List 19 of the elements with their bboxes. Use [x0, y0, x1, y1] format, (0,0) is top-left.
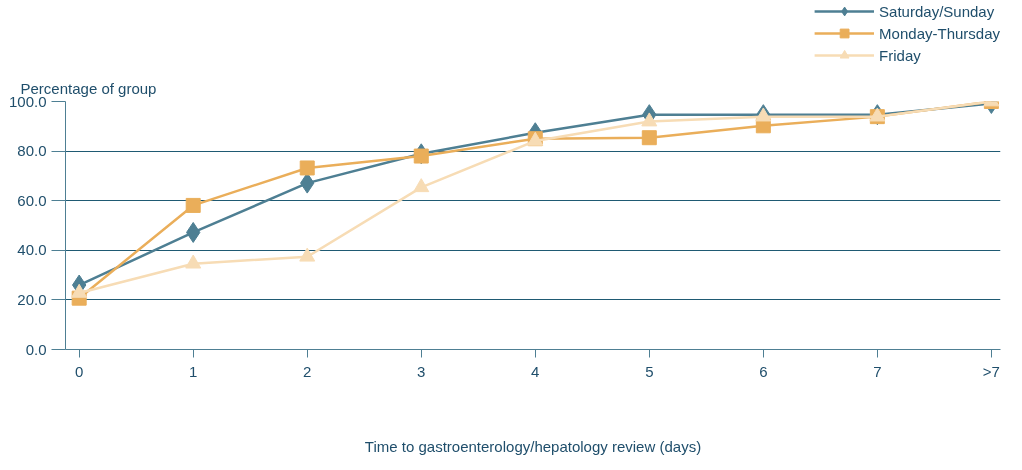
x-tick-label: 7: [873, 362, 882, 380]
y-tick-label: 20.0: [17, 290, 47, 308]
x-tick-label: 1: [189, 362, 198, 380]
y-tick-label: 80.0: [17, 142, 47, 160]
legend-label: Saturday/Sunday: [879, 1, 995, 22]
x-tick-label: 5: [645, 362, 654, 380]
x-tick-label: 0: [75, 362, 84, 380]
x-tick-label: 6: [759, 362, 768, 380]
y-tick-label: 60.0: [17, 191, 47, 209]
x-tick-label: 3: [417, 362, 426, 380]
y-tick-label: 0.0: [25, 340, 47, 358]
y-tick-label: 40.0: [17, 241, 47, 259]
x-tick-label: >7: [982, 362, 1000, 380]
legend-label: Monday-Thursday: [879, 23, 1000, 44]
x-axis-title: Time to gastroenterology/hepatology review (days): [364, 437, 702, 455]
x-tick-label: 2: [303, 362, 312, 380]
legend-label: Friday: [879, 45, 921, 66]
x-tick-label: 4: [531, 362, 540, 380]
y-axis-title: Percentage of group: [20, 79, 157, 97]
